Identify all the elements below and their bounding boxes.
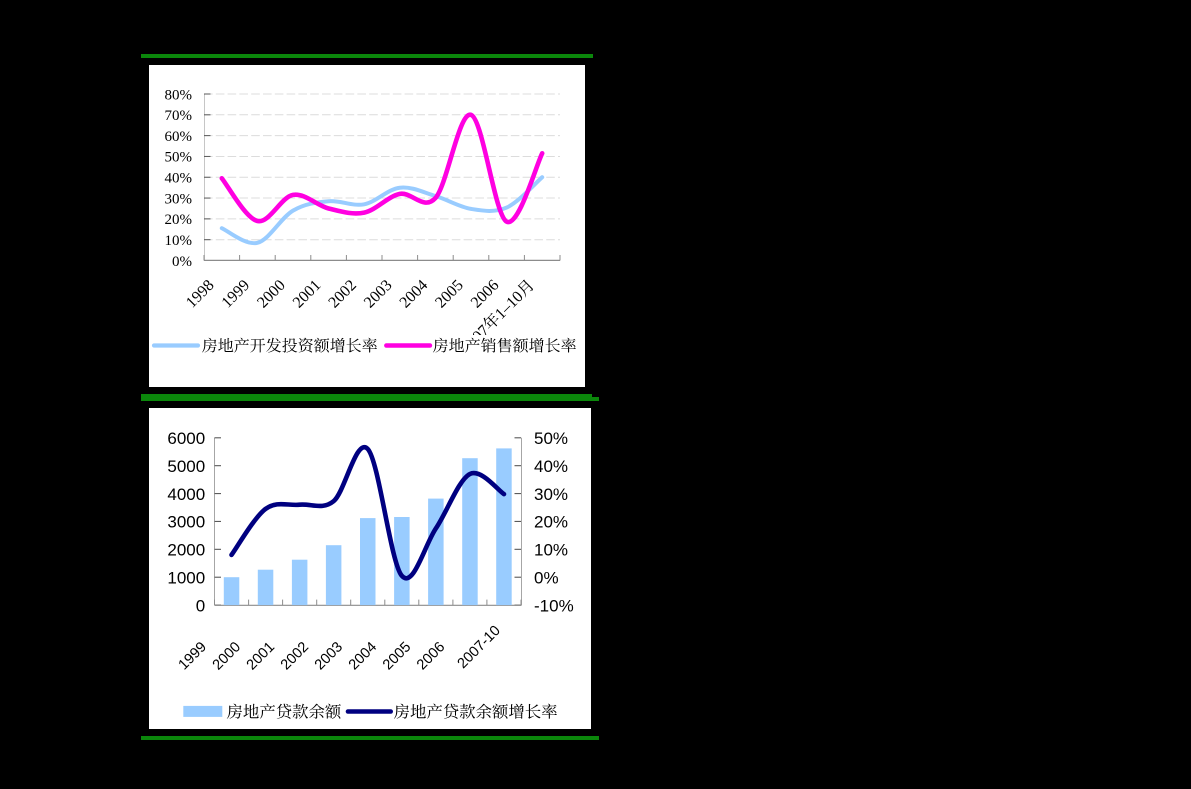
svg-text:0%: 0% — [534, 568, 559, 587]
svg-text:10%: 10% — [165, 233, 193, 249]
svg-text:30%: 30% — [534, 485, 568, 504]
svg-text:50%: 50% — [165, 150, 193, 166]
svg-text:40%: 40% — [534, 457, 568, 476]
svg-text:10%: 10% — [534, 541, 568, 560]
svg-text:4000: 4000 — [167, 485, 205, 504]
svg-text:1000: 1000 — [167, 568, 205, 587]
svg-text:3000: 3000 — [167, 513, 205, 532]
svg-text:70%: 70% — [165, 108, 193, 124]
svg-text:30%: 30% — [165, 191, 193, 207]
svg-text:-10%: -10% — [534, 596, 574, 615]
svg-text:20%: 20% — [165, 212, 193, 228]
svg-text:40%: 40% — [165, 171, 193, 187]
svg-text:80%: 80% — [165, 87, 193, 103]
svg-text:60%: 60% — [165, 129, 193, 145]
svg-text:0: 0 — [196, 596, 205, 615]
svg-text:20%: 20% — [534, 513, 568, 532]
svg-text:0%: 0% — [172, 254, 192, 270]
svg-text:6000: 6000 — [167, 429, 205, 448]
svg-text:50%: 50% — [534, 429, 568, 448]
svg-text:2000: 2000 — [167, 541, 205, 560]
svg-text:5000: 5000 — [167, 457, 205, 476]
